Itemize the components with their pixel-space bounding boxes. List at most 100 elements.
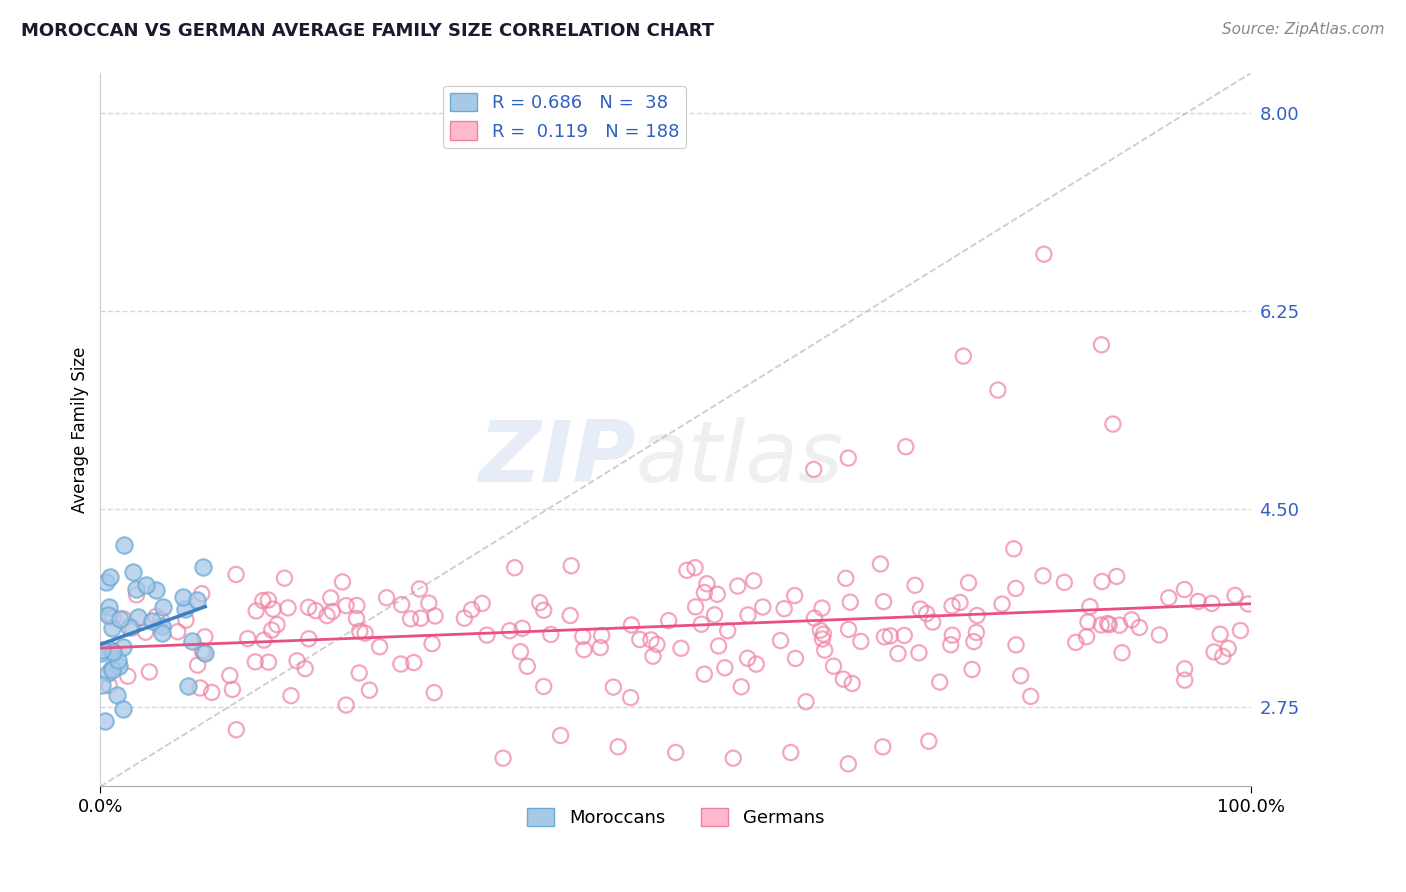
Point — [835, 571, 858, 585]
Point — [693, 585, 716, 599]
Point — [97, 600, 120, 615]
Point — [908, 646, 931, 660]
Point — [560, 558, 582, 573]
Point — [952, 349, 974, 363]
Point — [117, 669, 139, 683]
Point — [138, 665, 160, 679]
Point — [921, 615, 943, 629]
Point — [727, 579, 749, 593]
Point — [332, 574, 354, 589]
Point — [813, 627, 835, 641]
Point — [107, 652, 129, 666]
Point — [124, 582, 146, 596]
Point — [471, 596, 494, 610]
Point — [117, 620, 139, 634]
Point — [904, 578, 927, 592]
Point — [752, 599, 775, 614]
Point — [602, 680, 624, 694]
Point — [873, 630, 896, 644]
Point — [391, 598, 413, 612]
Point — [321, 604, 343, 618]
Point — [273, 571, 295, 585]
Point — [475, 628, 498, 642]
Point — [101, 610, 124, 624]
Point — [498, 624, 520, 638]
Point — [453, 611, 475, 625]
Point — [620, 690, 643, 705]
Point — [420, 637, 443, 651]
Text: MOROCCAN VS GERMAN AVERAGE FAMILY SIZE CORRELATION CHART: MOROCCAN VS GERMAN AVERAGE FAMILY SIZE C… — [21, 22, 714, 40]
Point — [145, 609, 167, 624]
Point — [1090, 618, 1112, 632]
Point — [111, 702, 134, 716]
Point — [262, 602, 284, 616]
Point — [640, 632, 662, 647]
Point — [963, 634, 986, 648]
Point — [1111, 646, 1133, 660]
Point — [540, 627, 562, 641]
Point — [101, 621, 124, 635]
Point — [707, 639, 730, 653]
Point — [135, 578, 157, 592]
Point — [658, 614, 681, 628]
Point — [245, 604, 267, 618]
Point — [172, 591, 194, 605]
Point — [253, 633, 276, 648]
Point — [221, 682, 243, 697]
Point — [257, 655, 280, 669]
Point — [359, 683, 381, 698]
Point — [166, 624, 188, 639]
Point — [319, 591, 342, 605]
Point — [1173, 582, 1195, 597]
Point — [193, 646, 215, 660]
Point — [1004, 582, 1026, 596]
Point — [252, 593, 274, 607]
Point — [628, 632, 651, 647]
Point — [529, 596, 551, 610]
Point — [1098, 617, 1121, 632]
Point — [773, 601, 796, 615]
Point — [808, 624, 831, 638]
Point — [236, 632, 259, 646]
Point — [98, 678, 121, 692]
Point — [492, 751, 515, 765]
Point — [1187, 594, 1209, 608]
Point — [97, 666, 120, 681]
Point — [305, 604, 328, 618]
Text: ZIP: ZIP — [478, 417, 636, 500]
Point — [145, 583, 167, 598]
Point — [703, 607, 725, 622]
Point — [966, 608, 988, 623]
Point — [152, 619, 174, 633]
Point — [1121, 613, 1143, 627]
Point — [837, 451, 859, 466]
Point — [294, 662, 316, 676]
Point — [150, 626, 173, 640]
Point — [910, 602, 932, 616]
Point — [589, 640, 612, 655]
Point — [127, 610, 149, 624]
Point — [685, 599, 707, 614]
Point — [1128, 620, 1150, 634]
Point — [960, 663, 983, 677]
Point — [335, 599, 357, 613]
Point — [693, 667, 716, 681]
Point — [841, 676, 863, 690]
Point — [949, 595, 972, 609]
Point — [683, 560, 706, 574]
Point — [188, 681, 211, 695]
Point — [110, 612, 132, 626]
Point — [730, 680, 752, 694]
Legend: Moroccans, Germans: Moroccans, Germans — [520, 801, 831, 835]
Point — [191, 587, 214, 601]
Point — [399, 612, 422, 626]
Point — [1005, 638, 1028, 652]
Point — [460, 603, 482, 617]
Point — [90, 646, 112, 660]
Point — [349, 624, 371, 639]
Point — [987, 383, 1010, 397]
Point — [696, 576, 718, 591]
Point — [783, 589, 806, 603]
Point — [620, 618, 643, 632]
Point — [737, 607, 759, 622]
